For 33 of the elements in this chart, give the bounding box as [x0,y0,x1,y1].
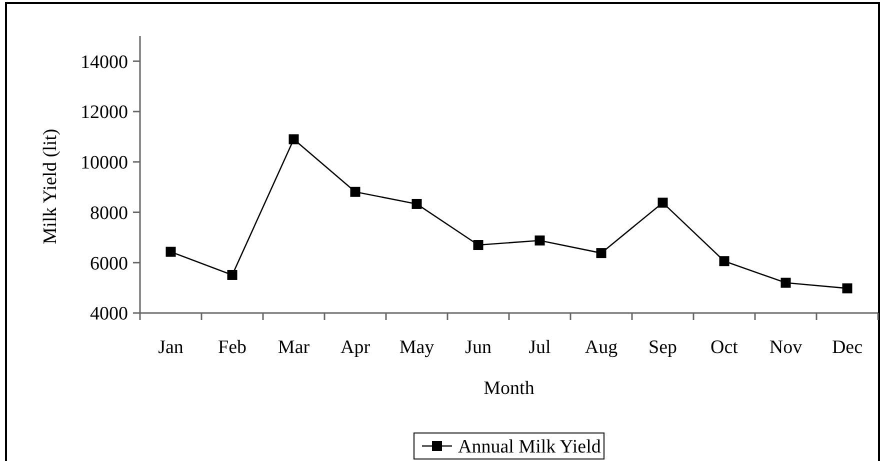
y-tick-label: 6000 [90,253,128,274]
x-tick-label: Apr [340,337,371,358]
legend-label: Annual Milk Yield [458,436,602,458]
x-tick-label: Jun [465,337,492,358]
point [842,283,852,294]
x-tick-label: Dec [832,337,863,358]
point [780,278,791,288]
point [350,186,360,197]
y-tick-label: 4000 [90,304,128,325]
y-tick-label: 8000 [90,202,128,224]
y-tick-label: 10000 [80,152,128,174]
x-tick-label: Jan [158,337,184,358]
x-tick-label: Nov [769,337,803,358]
x-tick-label: Oct [710,337,739,358]
x-axis-title: Month [484,378,535,399]
x-tick-label: Jul [528,337,551,358]
point [166,246,176,257]
x-tick-label: Feb [218,337,246,358]
point [227,270,238,280]
point [658,198,668,208]
point [719,256,730,266]
point [288,134,299,144]
x-tick-label: Mar [278,337,310,358]
point [412,198,422,209]
y-axis-title: Milk Yield (lit) [40,128,61,244]
x-tick-label: May [399,337,435,358]
y-tick-label: 12000 [80,102,128,124]
y-tick-label: 14000 [80,52,128,73]
point [596,248,606,258]
x-tick-label: Aug [584,337,618,358]
point [534,235,545,246]
x-tick-label: Sep [648,337,677,358]
point [473,240,484,250]
